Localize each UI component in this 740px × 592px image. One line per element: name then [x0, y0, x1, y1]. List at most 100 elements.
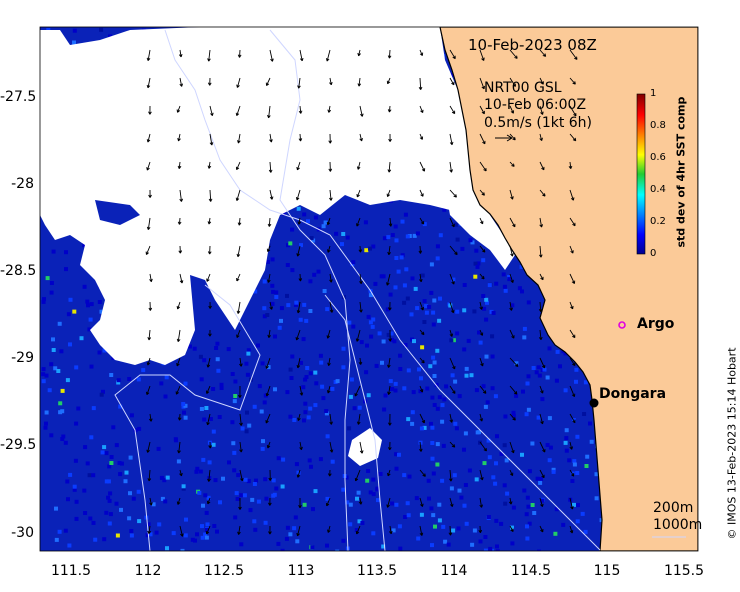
current-arrow — [478, 525, 483, 534]
colorbar-tick: 0.2 — [650, 216, 666, 227]
current-arrow — [206, 413, 211, 426]
sst-cell — [405, 296, 410, 301]
sst-cell — [330, 459, 335, 464]
current-arrow — [539, 525, 544, 533]
sst-cell — [469, 373, 474, 378]
sst-cell — [575, 471, 580, 475]
sst-cell — [64, 267, 68, 272]
colorbar-tick: 0.6 — [650, 152, 666, 163]
current-arrow — [359, 273, 363, 285]
sst-cell — [570, 471, 575, 476]
sst-cell — [306, 219, 310, 224]
sst-cell — [242, 493, 247, 498]
scale-arrowhead — [506, 134, 513, 142]
current-arrow — [569, 189, 575, 201]
sst-cell — [91, 473, 96, 478]
sst-cell — [292, 526, 297, 531]
sst-cell — [262, 314, 267, 319]
sst-cell — [383, 393, 388, 398]
sst-cell — [204, 510, 209, 515]
sst-cell — [460, 246, 465, 251]
current-arrow — [509, 357, 519, 368]
sst-cell — [368, 490, 373, 495]
sst-cell — [216, 368, 221, 373]
current-arrow — [296, 161, 301, 171]
sst-cell — [525, 524, 529, 529]
sst-cell — [481, 384, 486, 389]
sst-cell — [355, 496, 359, 501]
current-arrow — [208, 329, 212, 337]
sst-cell — [87, 327, 92, 332]
sst-cell — [514, 393, 519, 398]
sst-cell — [397, 524, 402, 529]
sst-cell — [404, 267, 409, 272]
current-arrow — [146, 133, 151, 143]
current-arrow — [419, 497, 424, 507]
sst-cell — [263, 520, 268, 525]
sst-cell — [507, 274, 512, 279]
sst-cell — [45, 276, 50, 281]
sst-cell — [394, 466, 399, 471]
sst-cell — [451, 277, 456, 282]
sst-cell — [266, 365, 271, 370]
current-arrow — [419, 385, 424, 393]
sst-cell — [165, 546, 169, 551]
sst-cell — [366, 469, 371, 473]
current-arrow — [389, 525, 393, 535]
sst-cell — [201, 503, 205, 508]
current-arrow — [176, 301, 181, 310]
sst-cell — [321, 396, 326, 401]
sst-cell — [540, 397, 545, 402]
sst-cell — [402, 473, 407, 478]
sst-cell — [271, 493, 276, 498]
sst-cell — [483, 535, 488, 539]
sst-cell — [435, 256, 440, 261]
sst-cell — [351, 324, 356, 329]
sst-cell — [360, 521, 365, 525]
sst-cell — [85, 461, 90, 466]
sst-cell — [321, 224, 326, 229]
sst-cell — [274, 295, 279, 299]
sst-cell — [341, 346, 346, 351]
sst-cell — [111, 425, 116, 430]
sst-cell — [472, 528, 477, 533]
sst-cell — [393, 381, 398, 386]
current-arrow — [449, 273, 455, 285]
sst-cell — [99, 392, 104, 397]
current-arrow — [358, 357, 363, 365]
sst-cell — [537, 549, 541, 551]
sst-cell — [347, 426, 352, 431]
y-tick-label: -28.5 — [0, 263, 37, 279]
sst-cell — [181, 486, 186, 491]
current-arrow — [179, 273, 184, 284]
sst-cell — [422, 222, 427, 227]
current-arrow — [356, 217, 361, 227]
sst-cell — [435, 244, 440, 249]
sst-cell — [245, 372, 250, 377]
current-arrow — [449, 189, 457, 198]
current-arrow — [326, 217, 331, 226]
sst-cell — [76, 406, 81, 411]
sst-cell — [377, 331, 382, 336]
current-arrow — [209, 105, 214, 117]
sst-cell — [415, 231, 420, 236]
sst-cell — [434, 382, 439, 387]
sst-cell — [426, 478, 431, 483]
current-arrow — [298, 105, 303, 114]
sst-cell — [93, 537, 98, 542]
sst-cell — [473, 261, 478, 266]
sst-cell — [204, 527, 209, 532]
current-arrow — [265, 357, 271, 369]
sst-cell — [504, 458, 509, 463]
current-arrow — [298, 498, 302, 509]
sst-cell — [262, 306, 267, 311]
current-arrow — [449, 105, 456, 115]
current-arrow — [509, 273, 514, 284]
sst-cell — [576, 503, 580, 508]
current-arrow — [235, 189, 241, 202]
current-arrow — [329, 77, 333, 86]
sst-cell — [415, 306, 420, 311]
sst-cell — [488, 546, 493, 551]
sst-cell — [341, 538, 346, 543]
sst-cell — [393, 388, 398, 393]
